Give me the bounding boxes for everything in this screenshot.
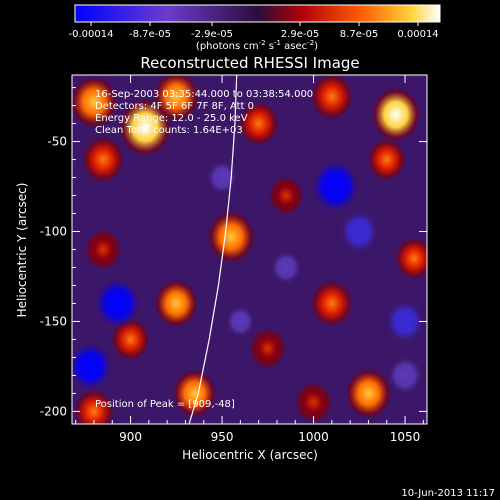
x-tick-label: 950 xyxy=(211,430,234,444)
x-tick-label: 1050 xyxy=(390,430,421,444)
x-tick-label: 1000 xyxy=(298,430,329,444)
colorbar-label-4: 8.7e-05 xyxy=(340,29,378,40)
heatmap-positive-blob xyxy=(153,278,200,329)
colorbar-unit-label: (photons cm-2 s-1 asec-2) xyxy=(196,39,318,52)
peak-position-label: Position of Peak = [909,-48] xyxy=(95,399,235,410)
heatmap-positive-blob xyxy=(84,228,123,271)
colorbar-gradient xyxy=(74,4,441,23)
heatmap-positive-blob xyxy=(81,135,126,184)
chart-title: Reconstructed RHESSI Image xyxy=(140,54,359,72)
heatmap-negative-blob xyxy=(339,209,380,254)
heatmap-negative-blob xyxy=(310,159,361,215)
heatmap-negative-blob xyxy=(387,355,424,396)
colorbar-ticks xyxy=(90,22,419,26)
colorbar-label-1: -8.7e-05 xyxy=(129,29,171,40)
y-tick-label: -200 xyxy=(40,404,67,418)
heatmap-positive-blob xyxy=(344,367,393,420)
heatmap-negative-blob xyxy=(385,299,426,344)
annotation-time-range: 16-Sep-2003 03:35:44.000 to 03:38:54.000 xyxy=(95,89,313,100)
heatmap-positive-blob xyxy=(309,75,354,121)
y-tick-label: -50 xyxy=(47,135,67,149)
colorbar-label-2: -2.9e-05 xyxy=(191,29,233,40)
solar-limb-line xyxy=(188,75,238,424)
heatmap-negative-blob xyxy=(270,249,303,286)
heatmap-positive-blob xyxy=(248,327,287,370)
heatmap-negative-blob xyxy=(206,159,239,196)
heatmap-positive-blob xyxy=(268,175,305,216)
heatmap-positive-blob xyxy=(171,368,218,419)
heatmap-positive-blob xyxy=(152,75,201,123)
heatmap-positive-blob xyxy=(72,75,119,130)
y-axis-ticks: -50 -100 -150 -200 xyxy=(40,87,427,418)
y-tick-label: -100 xyxy=(40,225,67,239)
colorbar-label-5: 0.00014 xyxy=(397,29,438,40)
x-tick-label: 900 xyxy=(119,430,142,444)
heatmap-negative-blob xyxy=(72,341,114,392)
annotation-total-counts: Clean Total counts: 1.64E+03 xyxy=(95,125,243,136)
x-axis-label: Heliocentric X (arcsec) xyxy=(182,448,318,462)
x-axis-ticks: 900 950 1000 1050 xyxy=(75,75,424,444)
heatmap-positive-blob xyxy=(309,279,354,328)
heatmap-positive-blob xyxy=(394,236,427,281)
colorbar: -0.00014 -8.7e-05 -2.9e-05 2.9e-05 8.7e-… xyxy=(69,4,441,52)
heatmap-positive-blob xyxy=(72,388,115,424)
y-tick-label: -150 xyxy=(40,314,67,328)
annotation-detectors: Detectors: 4F 5F 6F 7F 8F, Att 0 xyxy=(95,101,254,112)
heatmap-positive-blob xyxy=(294,381,333,424)
colorbar-label-3: 2.9e-05 xyxy=(281,29,319,40)
heatmap-positive-blob xyxy=(369,85,422,144)
heatmap-negative-blob xyxy=(93,277,142,330)
y-axis-label: Heliocentric Y (arcsec) xyxy=(15,183,29,318)
footer-timestamp: 10-Jun-2013 11:17 xyxy=(401,488,495,499)
colorbar-label-0: -0.00014 xyxy=(69,29,114,40)
heatmap-negative-blob xyxy=(225,304,256,338)
annotation-energy-range: Energy Range: 12.0 - 25.0 keV xyxy=(95,113,248,124)
heatmap-blobs xyxy=(72,75,427,424)
heatmap-positive-blob xyxy=(206,209,257,265)
heatmap-positive-blob xyxy=(366,137,407,182)
heatmap-positive-blob xyxy=(237,100,280,147)
